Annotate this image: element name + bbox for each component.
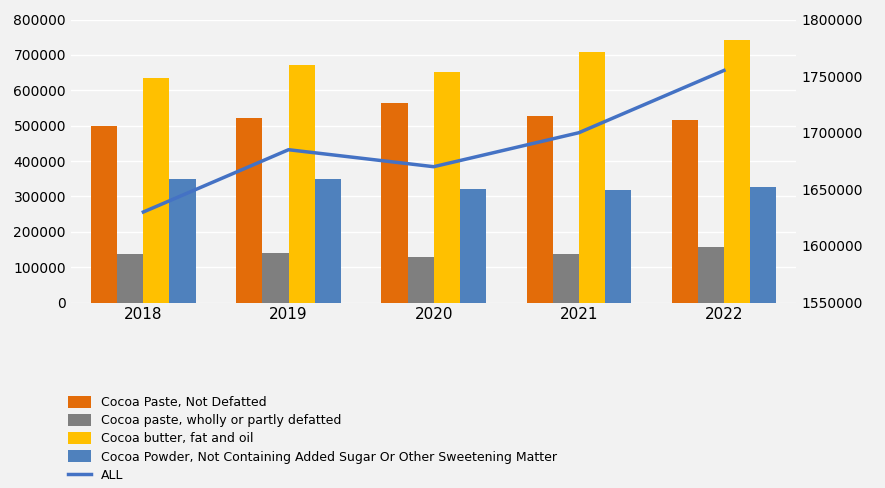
Bar [91, 126, 117, 303]
Bar [407, 257, 434, 303]
Bar [724, 40, 750, 303]
Bar [170, 180, 196, 303]
Bar [605, 190, 631, 303]
Bar [434, 72, 460, 303]
Bar [697, 246, 724, 303]
Bar [236, 118, 262, 303]
Bar [381, 102, 407, 303]
Bar [460, 189, 486, 303]
Bar [143, 78, 170, 303]
Bar [672, 121, 697, 303]
Bar [750, 186, 776, 303]
Bar [315, 180, 341, 303]
Bar [527, 116, 552, 303]
Bar [262, 253, 289, 303]
Legend: Cocoa Paste, Not Defatted, Cocoa paste, wholly or partly defatted, Cocoa butter,: Cocoa Paste, Not Defatted, Cocoa paste, … [68, 395, 557, 482]
Bar [117, 254, 143, 303]
Bar [579, 52, 605, 303]
Bar [289, 65, 315, 303]
Bar [552, 254, 579, 303]
